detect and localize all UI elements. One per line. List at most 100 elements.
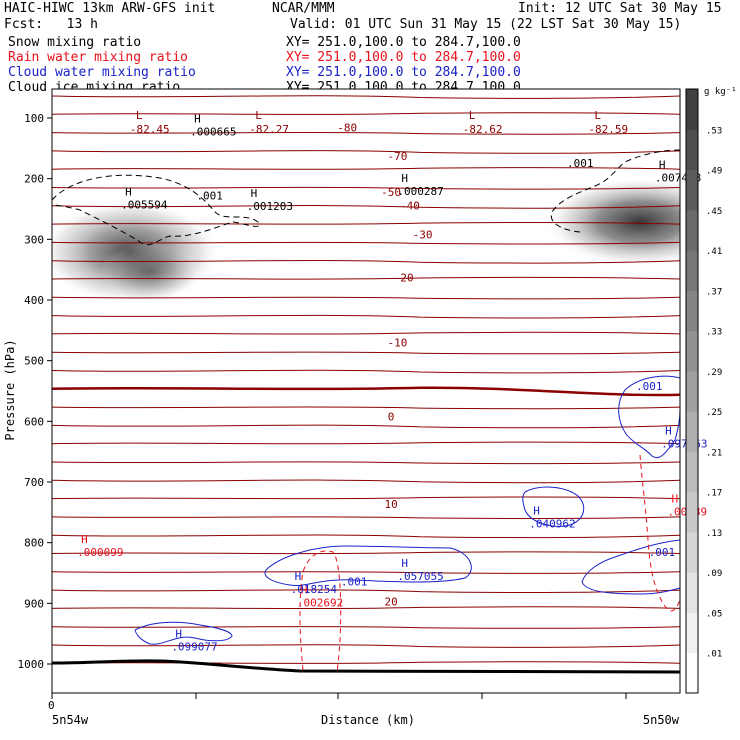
y-axis-title: Pressure (hPa) — [3, 339, 17, 440]
isotherm-line — [52, 186, 680, 190]
colorbar-swatch — [686, 612, 698, 654]
cloudwater-contour-5 — [581, 539, 680, 595]
snow-max-value: .000287 — [397, 185, 443, 198]
colorbar-label: .21 — [706, 448, 722, 458]
y-tick-label: 200 — [24, 173, 44, 186]
colorbar-swatch — [686, 169, 698, 211]
low-marker: L — [255, 109, 262, 122]
colorbar-label: .25 — [706, 408, 722, 418]
snow-contour-label: .001 — [196, 189, 223, 202]
colorbar-swatch — [686, 129, 698, 171]
isotherm-label: -50 — [381, 186, 401, 199]
rain-max-value: .000099 — [77, 546, 123, 559]
isotherm-line — [52, 205, 680, 209]
cloudwater-contour-4 — [618, 375, 680, 458]
isotherm-line — [52, 296, 680, 300]
cloudwater-contour-label: .001 — [341, 576, 368, 589]
cloudwater-max-value: .040962 — [529, 517, 575, 530]
snow-shading-right — [545, 177, 680, 267]
colorbar-label: .37 — [706, 287, 722, 297]
colorbar-swatch — [686, 290, 698, 332]
isotherm-line — [52, 386, 680, 397]
cloudwater-contour-label: .001 — [636, 380, 663, 393]
field-label-cloudwater: Cloud water mixing ratio — [8, 65, 196, 80]
isotherm-line — [52, 314, 680, 319]
low-value: -82.59 — [588, 123, 628, 136]
forecast-hour: Fcst: 13 h — [4, 17, 98, 32]
isotherm-line — [52, 351, 680, 355]
colorbar-swatch — [686, 89, 698, 130]
x-left-label: 5n54w — [52, 713, 89, 727]
cloudwater-h-marker: H — [533, 504, 540, 517]
isotherm-label: -10 — [387, 336, 407, 349]
low-value: -82.45 — [130, 123, 170, 136]
isotherm-line — [52, 441, 680, 445]
field-xy-cloudwater: XY= 251.0,100.0 to 284.7,100.0 — [286, 65, 521, 80]
colorbar-label: .29 — [706, 368, 722, 378]
isotherm-label: -80 — [337, 122, 357, 135]
isotherm-line — [52, 479, 680, 484]
cloudwater-max-value: .099077 — [171, 641, 217, 654]
colorbar-swatch — [686, 572, 698, 613]
y-axis: 100 200 300 400 500 600 700 800 900 1000 — [18, 112, 52, 671]
init-time: Init: 12 UTC Sat 30 May 15 — [518, 1, 722, 16]
plot-border — [51, 88, 681, 694]
field-label-snow: Snow mixing ratio — [8, 35, 142, 50]
snow-max-value: .001203 — [247, 200, 293, 213]
cloudwater-contour-2 — [264, 545, 472, 587]
cloudwater-contour-label: .001 — [649, 546, 676, 559]
colorbar-label: .41 — [706, 247, 722, 257]
cloudwater-h-marker: H — [401, 557, 408, 570]
colorbar-label: .05 — [706, 609, 722, 619]
isotherm-line — [52, 259, 680, 264]
isotherm-line — [52, 221, 680, 225]
y-tick-label: 300 — [24, 233, 44, 246]
isotherm-line — [52, 661, 680, 664]
snow-h-marker: H — [251, 187, 258, 200]
x-zero-label: 0 — [48, 699, 55, 712]
isotherm-label: 10 — [384, 498, 397, 511]
cloudwater-max-value: .018254 — [291, 583, 338, 596]
colorbar: .01 .05 .09 .13 .17 .21 .25 .29 .33 .37 .41 .45 .49.… — [685, 88, 722, 694]
low-value: -82.27 — [249, 123, 289, 136]
colorbar-label: .53 — [706, 126, 722, 136]
cloudwater-max-value: .057055 — [397, 570, 443, 583]
model-title: HAIC-HIWC 13km ARW-GFS init — [4, 1, 216, 16]
ground-surface — [51, 659, 681, 674]
colorbar-swatch — [686, 370, 698, 412]
cloudwater-h-marker: H — [665, 424, 672, 437]
isotherm-line — [52, 589, 680, 594]
snow-h-marker: H — [659, 159, 666, 172]
valid-time: Valid: 01 UTC Sun 31 May 15 (22 LST Sat … — [290, 17, 682, 32]
isotherm-line — [52, 131, 680, 135]
isotherm-line — [52, 424, 680, 429]
org-label: NCAR/MMM — [272, 1, 335, 16]
isotherm-line — [52, 551, 680, 555]
colorbar-swatch — [686, 531, 698, 573]
y-tick-label: 600 — [24, 415, 44, 428]
field-xy-cloudice: XY= 251.0,100.0 to 284.7,100.0 — [286, 80, 521, 95]
field-label-cloudice: Cloud ice mixing ratio — [8, 80, 181, 95]
snow-h-marker: H — [125, 185, 132, 198]
isotherm-line — [52, 644, 680, 648]
cloudwater-h-marker: H — [175, 628, 182, 641]
isotherm-line — [52, 369, 680, 374]
isotherm-label: -30 — [413, 228, 433, 241]
colorbar-swatch — [686, 330, 698, 372]
isotherm-line — [52, 406, 680, 410]
cloudwater-contour-1 — [134, 621, 233, 645]
colorbar-label: .01 — [706, 650, 722, 660]
isotherm-label: -20 — [394, 272, 414, 285]
colorbar-swatch — [686, 250, 698, 291]
rain-max-value: .00189 — [667, 505, 707, 518]
colorbar-swatch — [686, 491, 698, 533]
colorbar-swatch — [686, 411, 698, 452]
isotherm-label: -40 — [400, 199, 420, 212]
isotherm-line — [52, 95, 680, 99]
y-tick-label: 400 — [24, 294, 44, 307]
isotherm-line — [52, 606, 680, 610]
isotherm-line — [52, 276, 680, 280]
rain-contour-2 — [639, 454, 680, 612]
snow-max-value: .007458 — [655, 172, 701, 185]
